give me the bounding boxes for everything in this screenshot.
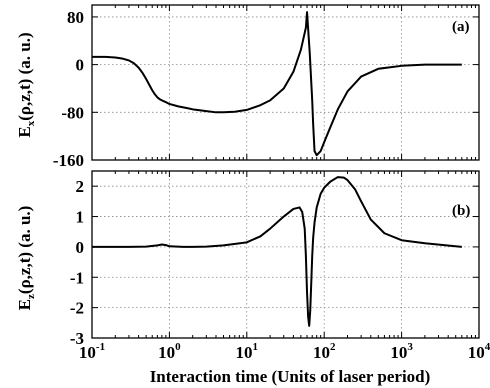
- x-tick-label: 10-1: [79, 341, 105, 362]
- x-tick-label: 100: [158, 341, 181, 362]
- y-tick-label: 0: [76, 238, 85, 257]
- x-axis-title: Interaction time (Units of laser period): [150, 367, 431, 386]
- x-tick-label: 101: [236, 341, 258, 362]
- panel-b-frame: [91, 170, 480, 339]
- x-tick-label: 102: [313, 341, 336, 362]
- y-tick-label: -160: [53, 151, 84, 170]
- y-tick-label: -80: [61, 103, 84, 122]
- x-tick-label: 103: [390, 341, 413, 362]
- panel-a: 80 0 -80 -160 (a) Ex(ρ,z,t) (a. u.): [15, 4, 480, 170]
- panel-a-ylabel: Ex(ρ,z,t) (a. u.): [15, 32, 37, 137]
- panel-a-series-line: [92, 11, 462, 157]
- y-tick-label: -1: [70, 268, 84, 287]
- panel-b-series-line: [92, 176, 462, 327]
- panel-b-ylabel: Ez(ρ,z,t) (a. u.): [15, 206, 37, 311]
- x-tick-label: 104: [468, 341, 490, 362]
- y-tick-label: 80: [67, 8, 84, 27]
- y-tick-label: 0: [76, 56, 85, 75]
- panel-a-frame: [91, 4, 480, 161]
- y-tick-label: -3: [70, 329, 84, 348]
- panel-a-label: (a): [452, 19, 470, 35]
- panel-b: 210-1-2-3 (b) Ez(ρ,z,t) (a. u.) 10-1 100 1…: [15, 170, 490, 386]
- y-tick-label: 1: [76, 208, 85, 227]
- y-tick-label: -2: [70, 299, 84, 318]
- y-tick-label: 2: [76, 177, 85, 196]
- panel-b-label: (b): [452, 203, 470, 219]
